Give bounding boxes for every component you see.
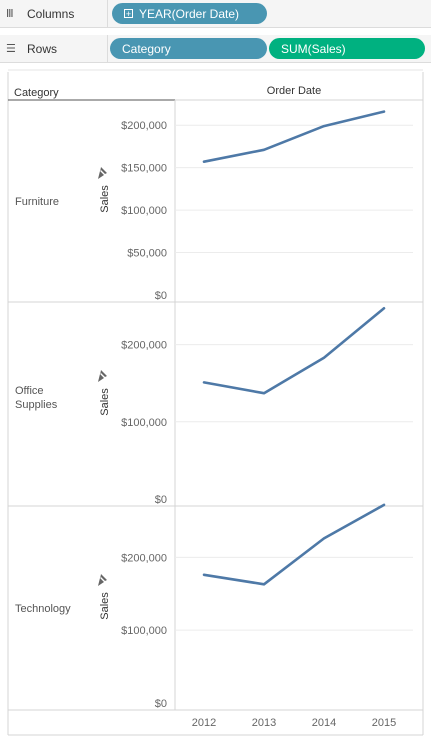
column-header-label: Order Date (267, 85, 321, 97)
category-pill-label: Category (122, 41, 171, 56)
measure-axis-label: Sales (99, 185, 111, 213)
data-point[interactable] (321, 535, 327, 541)
columns-shelf-label: Columns (27, 6, 75, 21)
row-header-label: Category (14, 87, 59, 99)
data-point[interactable] (381, 109, 387, 115)
data-point[interactable] (321, 355, 327, 361)
sales-line[interactable] (202, 503, 386, 586)
rows-shelf-label: Rows (27, 41, 58, 56)
data-point[interactable] (261, 581, 267, 587)
category-label: Office (15, 385, 44, 397)
y-tick-label: $200,000 (121, 552, 167, 564)
data-point[interactable] (321, 123, 327, 129)
columns-shelf[interactable]: Ⅲ Columns + YEAR(Order Date) (0, 0, 431, 28)
category-label: Furniture (15, 196, 59, 208)
x-tick-label: 2012 (192, 717, 216, 729)
y-tick-label: $100,000 (121, 205, 167, 217)
x-tick-label: 2014 (312, 717, 336, 729)
y-tick-label: $200,000 (121, 120, 167, 132)
rows-shelf[interactable]: ☰ Rows Category SUM(Sales) (0, 35, 431, 63)
rows-shelf-label-area: ☰ Rows (0, 35, 108, 62)
year-order-date-pill-label: YEAR(Order Date) (139, 6, 240, 21)
pin-icon[interactable] (98, 167, 107, 179)
data-point[interactable] (381, 305, 387, 311)
x-tick-label: 2015 (372, 717, 396, 729)
category-label: Technology (15, 603, 71, 615)
measure-axis-label: Sales (99, 388, 111, 416)
sales-line[interactable] (202, 110, 386, 163)
y-tick-label: $200,000 (121, 340, 167, 352)
rows-icon: ☰ (6, 43, 16, 55)
pin-icon[interactable] (98, 574, 107, 586)
category-pill[interactable]: Category (110, 38, 267, 59)
sum-sales-pill-label: SUM(Sales) (281, 41, 346, 56)
y-tick-label: $100,000 (121, 417, 167, 429)
y-tick-label: $100,000 (121, 625, 167, 637)
pin-icon[interactable] (98, 370, 107, 382)
data-point[interactable] (261, 147, 267, 153)
measure-axis-label: Sales (99, 592, 111, 620)
columns-shelf-label-area: Ⅲ Columns (0, 0, 108, 27)
data-point[interactable] (201, 572, 207, 578)
y-tick-label: $150,000 (121, 163, 167, 175)
data-point[interactable] (381, 502, 387, 508)
y-tick-label: $50,000 (127, 248, 167, 260)
y-tick-label: $0 (155, 290, 167, 302)
sum-sales-pill[interactable]: SUM(Sales) (269, 38, 425, 59)
y-tick-label: $0 (155, 698, 167, 710)
data-point[interactable] (201, 379, 207, 385)
year-order-date-pill[interactable]: + YEAR(Order Date) (112, 3, 267, 24)
columns-icon: Ⅲ (6, 8, 14, 20)
y-tick-label: $0 (155, 494, 167, 506)
data-point[interactable] (261, 390, 267, 396)
x-tick-label: 2013 (252, 717, 276, 729)
category-label: Supplies (15, 399, 58, 411)
plus-box-icon[interactable]: + (124, 9, 133, 19)
sales-line[interactable] (202, 306, 386, 395)
data-point[interactable] (201, 159, 207, 165)
